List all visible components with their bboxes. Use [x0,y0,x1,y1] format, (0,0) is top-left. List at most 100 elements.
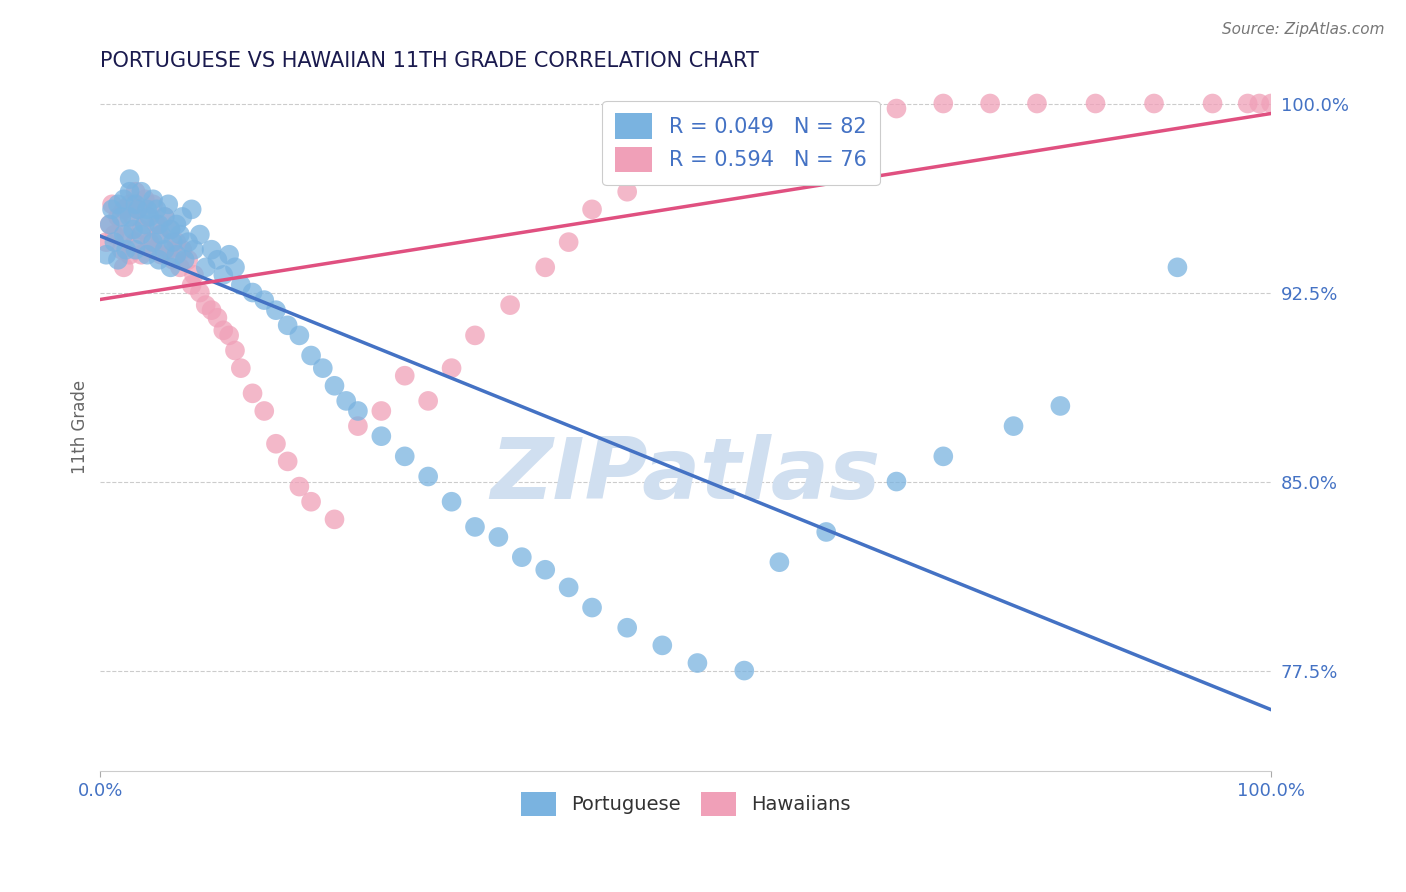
Point [651,639,673,653]
Point [122,222,145,236]
Point [148,227,170,242]
Point [370,404,392,418]
Point [733,664,755,678]
Point [651,160,673,174]
Point [616,621,638,635]
Point [1049,399,1071,413]
Point [169,260,191,275]
Point [207,310,229,325]
Point [118,210,141,224]
Point [370,429,392,443]
Point [224,343,246,358]
Point [162,235,184,249]
Point [153,210,176,224]
Point [98,218,121,232]
Point [110,243,132,257]
Point [335,393,357,408]
Point [153,243,176,257]
Point [112,192,135,206]
Point [194,260,217,275]
Point [148,218,170,232]
Point [697,142,720,156]
Point [440,494,463,508]
Point [1026,96,1049,111]
Point [118,185,141,199]
Text: ZIPatlas: ZIPatlas [491,434,880,517]
Point [218,248,240,262]
Point [115,243,138,257]
Text: PORTUGUESE VS HAWAIIAN 11TH GRADE CORRELATION CHART: PORTUGUESE VS HAWAIIAN 11TH GRADE CORREL… [100,51,759,70]
Point [159,260,181,275]
Point [581,600,603,615]
Point [96,235,118,249]
Point [180,277,202,292]
Point [768,555,790,569]
Point [188,285,211,300]
Point [136,210,159,224]
Point [177,252,200,267]
Point [107,252,129,267]
Point [101,202,124,217]
Point [581,202,603,217]
Point [162,252,184,267]
Point [486,530,509,544]
Point [464,520,486,534]
Point [686,656,709,670]
Point [815,524,838,539]
Point [103,227,125,242]
Point [118,248,141,262]
Point [616,185,638,199]
Point [534,260,557,275]
Point [142,243,165,257]
Point [264,436,287,450]
Point [157,197,180,211]
Point [124,243,146,257]
Point [242,386,264,401]
Point [288,328,311,343]
Point [173,252,195,267]
Point [299,349,322,363]
Point [394,450,416,464]
Point [112,260,135,275]
Point [418,393,440,408]
Point [101,197,124,211]
Point [142,192,165,206]
Point [131,185,153,199]
Point [172,243,194,257]
Point [131,227,153,242]
Point [177,235,200,249]
Point [148,252,170,267]
Point [534,563,557,577]
Point [134,192,156,206]
Point [299,494,322,508]
Point [1002,419,1025,434]
Point [127,202,149,217]
Point [194,298,217,312]
Point [124,185,146,199]
Point [932,96,955,111]
Point [1260,96,1282,111]
Point [110,210,132,224]
Point [142,235,165,249]
Point [145,202,167,217]
Legend: Portuguese, Hawaiians: Portuguese, Hawaiians [513,784,858,823]
Point [134,218,156,232]
Y-axis label: 11th Grade: 11th Grade [72,380,89,475]
Point [180,202,202,217]
Point [418,469,440,483]
Point [136,202,159,217]
Point [224,260,246,275]
Point [112,227,135,242]
Point [165,248,187,262]
Point [557,235,579,249]
Point [312,361,335,376]
Point [288,480,311,494]
Point [264,303,287,318]
Point [464,328,486,343]
Point [159,222,181,236]
Point [499,298,522,312]
Point [277,454,299,468]
Point [229,361,252,376]
Point [1143,96,1166,111]
Point [124,197,146,211]
